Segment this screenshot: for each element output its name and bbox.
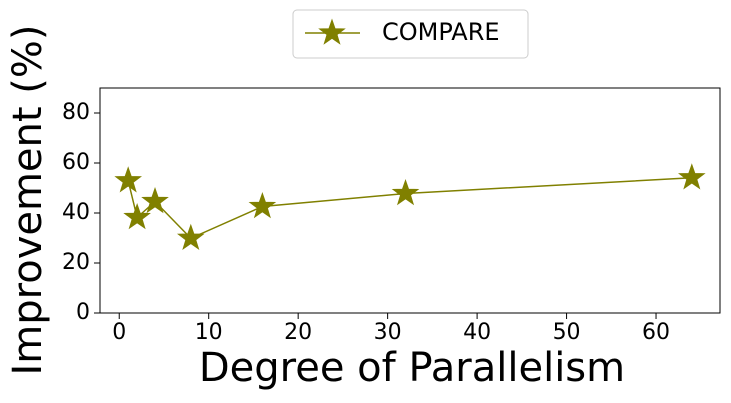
data-point <box>114 166 142 193</box>
x-tick-label: 0 <box>112 320 126 345</box>
data-point <box>391 178 420 206</box>
x-tick-label: 60 <box>642 320 670 345</box>
x-tick-label: 50 <box>553 320 581 345</box>
legend-marker <box>318 18 346 45</box>
data-point <box>141 186 169 214</box>
y-tick-label: 80 <box>62 100 90 125</box>
data-point <box>678 163 706 190</box>
y-tick-label: 40 <box>62 200 90 225</box>
x-tick-label: 30 <box>374 320 402 345</box>
series-line <box>127 177 692 240</box>
data-point <box>176 223 205 251</box>
y-axis-label: Improvement (%) <box>5 24 51 375</box>
legend-label: COMPARE <box>382 18 500 46</box>
y-tick-label: 0 <box>76 300 90 325</box>
x-tick-label: 40 <box>463 320 491 345</box>
legend-box <box>292 9 529 59</box>
plot-area <box>99 87 721 314</box>
y-tick-label: 20 <box>62 250 90 275</box>
x-tick-label: 10 <box>195 320 223 345</box>
x-tick-label: 20 <box>284 320 312 345</box>
x-axis-label: Degree of Parallelism <box>199 345 625 391</box>
y-tick-label: 60 <box>62 150 90 175</box>
data-point <box>248 191 277 219</box>
data-point <box>123 202 151 230</box>
